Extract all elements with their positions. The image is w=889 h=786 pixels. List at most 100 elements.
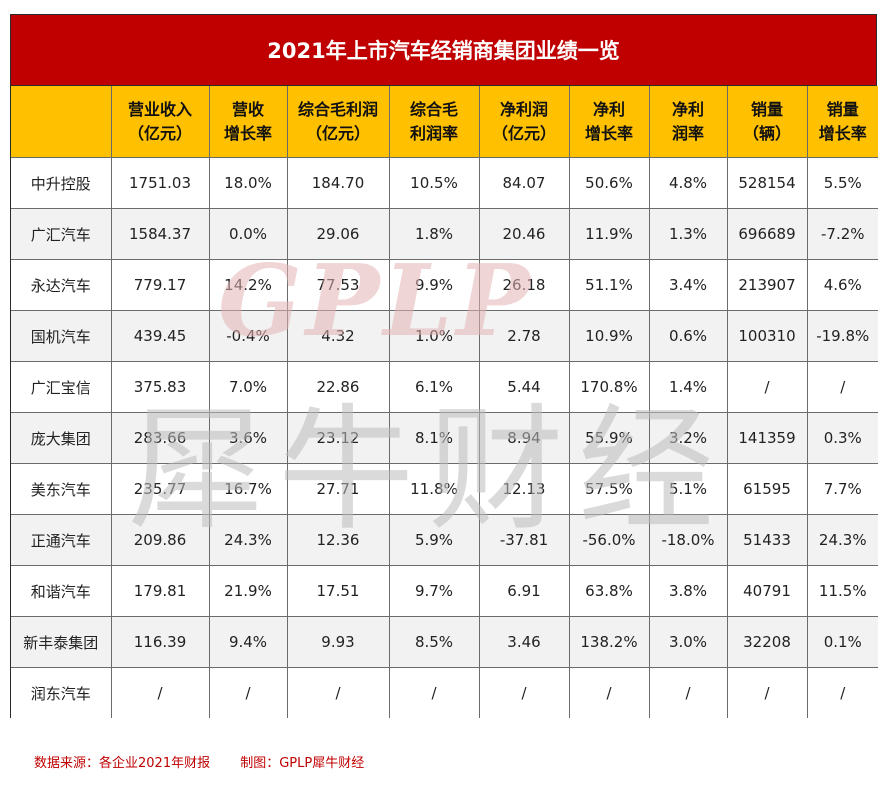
column-header: 营业收入 （亿元） — [110, 86, 210, 158]
value-cell: 6.91 — [478, 565, 570, 617]
value-cell: 439.45 — [110, 310, 210, 362]
value-cell: 26.18 — [478, 259, 570, 311]
column-header-line: 销量 — [750, 99, 783, 119]
table-body: 中升控股 1751.03 18.0% 184.70 10.5% 84.07 50.6% 4.8… — [11, 157, 878, 718]
value-cell: 20.46 — [478, 208, 570, 260]
column-header: 综合毛 利润率 — [388, 86, 480, 158]
value-cell: / — [806, 667, 878, 718]
column-header-line: （辆） — [742, 123, 791, 143]
value-cell: -56.0% — [568, 514, 650, 566]
value-cell: 14.2% — [208, 259, 288, 311]
column-header: 净利 润率 — [648, 86, 728, 158]
company-name-cell: 永达汽车 — [11, 259, 112, 311]
value-cell: 23.12 — [286, 412, 390, 464]
company-name-cell: 美东汽车 — [11, 463, 112, 515]
value-cell: 213907 — [726, 259, 808, 311]
value-cell: 51433 — [726, 514, 808, 566]
footer: 数据来源：各企业2021年财报 制图：GPLP犀牛财经 — [34, 752, 364, 771]
column-header-line: 净利润 — [499, 99, 548, 119]
value-cell: 7.0% — [208, 361, 288, 413]
value-cell: 24.3% — [806, 514, 878, 566]
company-name-cell: 国机汽车 — [11, 310, 112, 362]
value-cell: 32208 — [726, 616, 808, 668]
value-cell: 528154 — [726, 157, 808, 209]
column-header-line: 增长率 — [818, 123, 867, 143]
column-header-line: 增长率 — [223, 123, 272, 143]
table-row: 中升控股 1751.03 18.0% 184.70 10.5% 84.07 50.6% 4.8… — [11, 157, 878, 209]
value-cell: 179.81 — [110, 565, 210, 617]
value-cell: 6.1% — [388, 361, 480, 413]
value-cell: 3.0% — [648, 616, 728, 668]
column-header-line: （亿元） — [127, 123, 192, 143]
value-cell: / — [478, 667, 570, 718]
value-cell: 11.8% — [388, 463, 480, 515]
value-cell: 1584.37 — [110, 208, 210, 260]
value-cell: / — [208, 667, 288, 718]
value-cell: 55.9% — [568, 412, 650, 464]
value-cell: 696689 — [726, 208, 808, 260]
value-cell: 3.46 — [478, 616, 570, 668]
table-row: 国机汽车 439.45 -0.4% 4.32 1.0% 2.78 10.9% 0.6% 1003… — [11, 310, 878, 362]
value-cell: 2.78 — [478, 310, 570, 362]
value-cell: -19.8% — [806, 310, 878, 362]
value-cell: 11.5% — [806, 565, 878, 617]
value-cell: 3.2% — [648, 412, 728, 464]
value-cell: 10.9% — [568, 310, 650, 362]
value-cell: 1.3% — [648, 208, 728, 260]
value-cell: 21.9% — [208, 565, 288, 617]
value-cell: -7.2% — [806, 208, 878, 260]
table-row: 美东汽车 235.77 16.7% 27.71 11.8% 12.13 57.5% 5.1% 6… — [11, 463, 878, 515]
value-cell: 22.86 — [286, 361, 390, 413]
value-cell: / — [286, 667, 390, 718]
value-cell: 3.6% — [208, 412, 288, 464]
header-row: 营业收入 （亿元） 营收 增长率 综合毛利润 （亿元） 综合毛 利润率 净利润 （亿元） 净利 增长率… — [11, 86, 878, 158]
value-cell: 779.17 — [110, 259, 210, 311]
value-cell: 10.5% — [388, 157, 480, 209]
value-cell: 63.8% — [568, 565, 650, 617]
column-header-line: 净利 — [592, 99, 625, 119]
company-name-cell: 广汇汽车 — [11, 208, 112, 260]
value-cell: 209.86 — [110, 514, 210, 566]
table-row: 庞大集团 283.66 3.6% 23.12 8.1% 8.94 55.9% 3.2% 1413… — [11, 412, 878, 464]
value-cell: 1.8% — [388, 208, 480, 260]
company-name-cell: 新丰泰集团 — [11, 616, 112, 668]
value-cell: 0.6% — [648, 310, 728, 362]
value-cell: / — [726, 667, 808, 718]
company-name-cell: 中升控股 — [11, 157, 112, 209]
value-cell: / — [726, 361, 808, 413]
table-title: 2021年上市汽车经销商集团业绩一览 — [11, 15, 876, 86]
column-header-line: 利润率 — [409, 123, 458, 143]
performance-table: 营业收入 （亿元） 营收 增长率 综合毛利润 （亿元） 综合毛 利润率 净利润 （亿元） 净利 增长率… — [11, 86, 878, 718]
column-header-line: 综合毛 — [409, 99, 458, 119]
company-name-cell: 广汇宝信 — [11, 361, 112, 413]
value-cell: 29.06 — [286, 208, 390, 260]
value-cell: 9.4% — [208, 616, 288, 668]
value-cell: / — [648, 667, 728, 718]
column-header-line: 润率 — [671, 123, 704, 143]
value-cell: 116.39 — [110, 616, 210, 668]
value-cell: / — [388, 667, 480, 718]
column-header-line: 增长率 — [584, 123, 633, 143]
value-cell: -37.81 — [478, 514, 570, 566]
value-cell: 5.5% — [806, 157, 878, 209]
value-cell: 170.8% — [568, 361, 650, 413]
value-cell: / — [110, 667, 210, 718]
column-header-line: 营业收入 — [127, 99, 192, 119]
value-cell: 138.2% — [568, 616, 650, 668]
column-header: 净利 增长率 — [568, 86, 650, 158]
footer-credit: 制图：GPLP犀牛财经 — [240, 756, 365, 771]
table-row: 永达汽车 779.17 14.2% 77.53 9.9% 26.18 51.1% 3.4% 21… — [11, 259, 878, 311]
value-cell: 4.32 — [286, 310, 390, 362]
value-cell: 11.9% — [568, 208, 650, 260]
value-cell: 50.6% — [568, 157, 650, 209]
table-row: 新丰泰集团 116.39 9.4% 9.93 8.5% 3.46 138.2% 3.0% 322… — [11, 616, 878, 668]
value-cell: 4.6% — [806, 259, 878, 311]
value-cell: 8.5% — [388, 616, 480, 668]
value-cell: 1.4% — [648, 361, 728, 413]
value-cell: 77.53 — [286, 259, 390, 311]
value-cell: 0.1% — [806, 616, 878, 668]
value-cell: 9.93 — [286, 616, 390, 668]
column-header — [11, 86, 112, 158]
value-cell: -0.4% — [208, 310, 288, 362]
column-header-line: 销量 — [826, 99, 859, 119]
